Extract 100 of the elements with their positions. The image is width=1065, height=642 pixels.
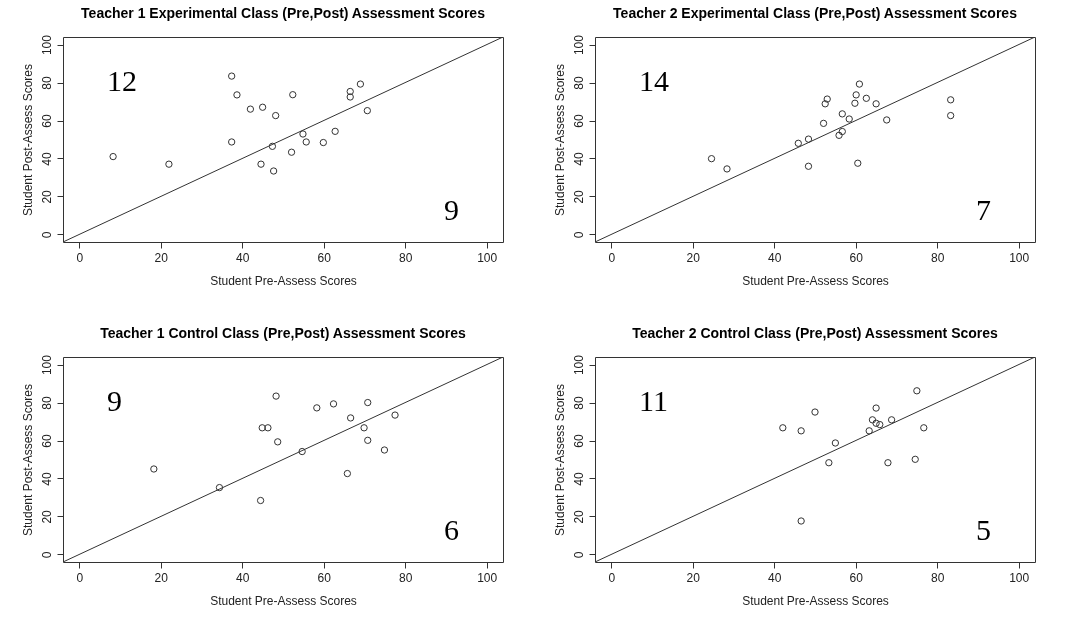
annotation: 5 — [976, 513, 991, 547]
point — [228, 138, 236, 146]
point — [215, 483, 224, 492]
point — [825, 459, 833, 467]
point — [268, 142, 277, 150]
point — [883, 116, 891, 124]
x-tick-label: 60 — [849, 250, 864, 265]
point — [109, 152, 117, 161]
point — [258, 103, 267, 111]
y-axis-title: Student Post-Assess Scores — [20, 383, 35, 537]
point — [289, 91, 297, 99]
point — [343, 469, 352, 478]
y-tick-label: 20 — [571, 189, 586, 204]
x-tick-label: 20 — [686, 250, 701, 265]
point — [246, 105, 255, 113]
point — [851, 99, 859, 107]
x-axis-title: Student Pre-Assess Scores — [742, 593, 889, 608]
y-tick-label: 100 — [39, 354, 54, 376]
x-axis-title: Student Pre-Assess Scores — [210, 593, 357, 608]
point — [329, 400, 338, 408]
point — [228, 72, 236, 80]
point — [779, 424, 787, 432]
point — [835, 131, 843, 139]
x-tick-label: 60 — [317, 250, 332, 265]
x-tick-label: 40 — [236, 570, 250, 585]
x-tick-label: 100 — [1009, 570, 1030, 585]
y-tick-label: 100 — [39, 34, 54, 56]
y-tick-label: 0 — [39, 551, 54, 559]
y-tick-label: 40 — [571, 151, 586, 166]
point — [302, 138, 310, 146]
y-tick-label: 80 — [571, 76, 586, 90]
x-tick-label: 40 — [768, 250, 782, 265]
x-tick-label: 0 — [76, 570, 84, 585]
x-axis-title: Student Pre-Assess Scores — [210, 273, 357, 288]
x-tick-label: 80 — [931, 250, 945, 265]
x-tick-label: 40 — [236, 250, 250, 265]
point — [233, 91, 241, 99]
point — [804, 162, 813, 170]
y-tick-label: 20 — [39, 189, 54, 204]
annotation: 7 — [976, 193, 991, 227]
y-tick-label: 100 — [571, 354, 586, 376]
point — [865, 427, 873, 435]
point — [346, 93, 354, 101]
x-tick-label: 0 — [76, 250, 84, 265]
annotation: 11 — [639, 384, 668, 418]
point — [257, 160, 265, 168]
chart-title: Teacher 1 Experimental Class (Pre,Post) Assessment Scores — [81, 4, 486, 21]
point — [313, 404, 321, 412]
point — [823, 95, 831, 103]
annotation: 9 — [107, 384, 122, 418]
point — [723, 165, 731, 173]
chart-title: Teacher 2 Experimental Class (Pre,Post) Assessment Scores — [613, 4, 1018, 21]
x-tick-label: 100 — [1009, 250, 1030, 265]
y-tick-label: 40 — [571, 471, 586, 486]
point — [811, 408, 819, 416]
point — [363, 106, 371, 115]
point — [804, 135, 813, 143]
y-tick-label: 40 — [39, 151, 54, 166]
y-tick-label: 60 — [571, 434, 586, 448]
x-tick-label: 20 — [686, 570, 701, 585]
point — [264, 424, 272, 432]
x-axis-title: Student Pre-Assess Scores — [742, 273, 889, 288]
y-tick-label: 20 — [39, 509, 54, 524]
point — [299, 130, 307, 138]
point — [862, 94, 870, 102]
point — [364, 436, 372, 444]
point — [872, 404, 880, 412]
y-axis-title: Student Post-Assess Scores — [552, 63, 567, 217]
point — [356, 80, 365, 88]
point — [269, 167, 278, 175]
point — [868, 416, 877, 424]
y-tick-label: 20 — [571, 509, 586, 524]
point — [821, 100, 829, 108]
point — [855, 80, 864, 88]
point — [872, 419, 880, 427]
annotation: 14 — [639, 64, 669, 98]
point — [360, 424, 368, 432]
point — [876, 420, 884, 429]
point — [287, 148, 296, 156]
annotation: 9 — [444, 193, 459, 227]
point — [165, 160, 173, 168]
x-tick-label: 20 — [154, 570, 169, 585]
point — [346, 87, 354, 96]
point — [391, 411, 399, 419]
point — [794, 139, 802, 147]
x-tick-label: 60 — [849, 570, 864, 585]
point — [911, 455, 919, 463]
x-tick-label: 80 — [399, 250, 413, 265]
x-tick-label: 0 — [608, 250, 616, 265]
point — [364, 398, 372, 407]
y-axis-title: Student Post-Assess Scores — [20, 63, 35, 217]
point — [707, 155, 716, 163]
point — [258, 424, 266, 432]
annotation: 12 — [107, 64, 137, 98]
point — [838, 110, 846, 118]
point — [947, 111, 955, 120]
annotation: 6 — [444, 513, 459, 547]
point — [256, 496, 265, 505]
point — [319, 138, 327, 147]
y-tick-label: 80 — [39, 396, 54, 410]
